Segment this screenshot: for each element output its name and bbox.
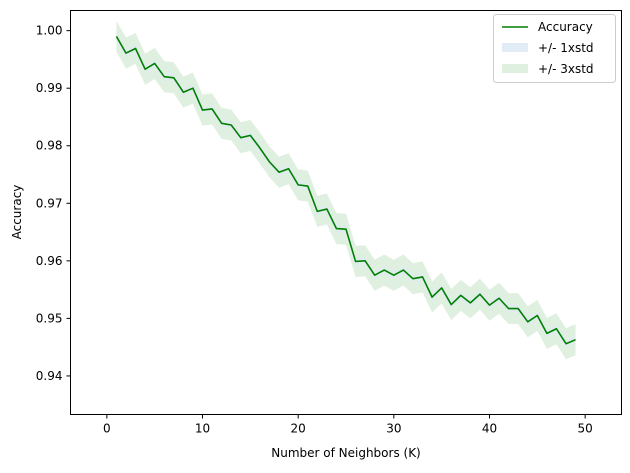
y-axis-label: Accuracy xyxy=(10,185,24,240)
x-tick-label: 0 xyxy=(103,422,111,436)
accuracy-line xyxy=(115,36,576,345)
y-tick-label: 0.95 xyxy=(36,311,63,325)
std-bands xyxy=(116,20,576,360)
x-axis-label: Number of Neighbors (K) xyxy=(271,446,421,460)
plot-frame xyxy=(70,10,622,415)
y-tick-label: 1.00 xyxy=(36,24,63,38)
y-tick-label: 0.98 xyxy=(36,139,63,153)
legend-1xstd-label: +/- 1xstd xyxy=(538,41,594,55)
legend: Accuracy +/- 1xstd +/- 3xstd xyxy=(493,14,616,83)
legend-box xyxy=(493,14,616,83)
x-axis-ticks: 0 10 20 30 40 50 xyxy=(103,414,593,436)
legend-3xstd-swatch xyxy=(502,64,528,73)
y-tick-label: 0.97 xyxy=(36,196,63,210)
y-axis-ticks: 0.94 0.95 0.96 0.97 0.98 0.99 1.00 xyxy=(36,24,71,383)
x-tick-label: 40 xyxy=(482,422,497,436)
x-tick-label: 30 xyxy=(386,422,401,436)
x-tick-label: 20 xyxy=(291,422,306,436)
legend-3xstd-label: +/- 3xstd xyxy=(538,62,594,76)
x-tick-label: 10 xyxy=(195,422,210,436)
legend-accuracy-label: Accuracy xyxy=(538,20,593,34)
legend-1xstd-swatch xyxy=(502,43,528,52)
y-tick-label: 0.99 xyxy=(36,81,63,95)
y-tick-label: 0.96 xyxy=(36,254,63,268)
y-tick-label: 0.94 xyxy=(36,369,63,383)
accuracy-series xyxy=(115,36,576,345)
band-3xstd xyxy=(116,20,576,360)
x-tick-label: 50 xyxy=(578,422,593,436)
